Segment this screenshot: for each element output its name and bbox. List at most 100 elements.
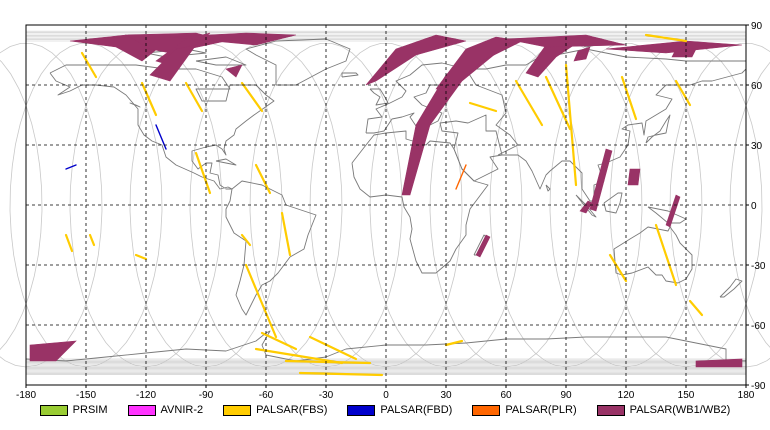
- legend-item-prism: PRSIM: [39, 404, 108, 416]
- coastline: [369, 88, 389, 106]
- fbs-swath: [280, 211, 292, 257]
- coastline: [195, 56, 247, 66]
- map-grid: [26, 25, 746, 385]
- legend-label: PALSAR(FBD): [380, 404, 453, 416]
- lon-tick-label: 0: [383, 390, 389, 400]
- fbs-swath: [140, 81, 158, 117]
- fbs-swath: [308, 335, 358, 361]
- coastline: [603, 192, 623, 214]
- fbs-swath: [298, 371, 384, 377]
- fbs-swath: [674, 79, 692, 107]
- orbit-track: [729, 61, 770, 348]
- wb-swath: [169, 32, 297, 46]
- lat-tick-label: -90: [751, 381, 766, 392]
- lat-tick-label: -30: [751, 261, 766, 272]
- legend-item-palsar-fbs: PALSAR(FBS): [223, 404, 327, 416]
- fbs-swath: [184, 81, 204, 113]
- fbs-swath: [64, 233, 74, 253]
- fbs-swath: [88, 233, 96, 247]
- lat-tick-labels: 90 60 30 0 -30 -60 -90: [746, 21, 766, 392]
- coastline: [225, 180, 317, 316]
- legend-item-palsar-fbd: PALSAR(FBD): [347, 404, 452, 416]
- plr-swath: [455, 164, 467, 190]
- fbs-swath: [644, 33, 688, 43]
- wb-swath: [605, 40, 743, 54]
- lat-tick-label: 90: [751, 21, 763, 32]
- legend-swatch: [39, 404, 68, 416]
- fbs-swath: [608, 253, 628, 283]
- lon-tick-label: -30: [319, 390, 334, 400]
- fbs-swath: [240, 233, 252, 247]
- coastline: [129, 102, 141, 108]
- coastline: [465, 48, 747, 202]
- lon-tick-label: -90: [199, 390, 214, 400]
- wb-swath: [579, 200, 593, 214]
- fbs-swath: [544, 75, 572, 131]
- legend-swatch: [347, 404, 376, 416]
- lon-tick-label: -120: [136, 390, 156, 400]
- fbs-swath: [80, 51, 98, 79]
- coastline: [719, 278, 743, 298]
- fbs-swath: [254, 347, 344, 365]
- wb-swath: [475, 234, 491, 258]
- wb-swath: [225, 64, 243, 78]
- lon-tick-label: 120: [618, 390, 635, 400]
- legend-label: PALSAR(PLR): [505, 404, 577, 416]
- wb-swath: [589, 148, 613, 212]
- legend-label: PALSAR(FBS): [256, 404, 328, 416]
- wb-swath: [525, 36, 587, 78]
- legend-label: PALSAR(WB1/WB2): [629, 404, 731, 416]
- fbs-swath: [134, 253, 148, 261]
- coastline: [341, 72, 359, 78]
- legend-item-palsar-wb: PALSAR(WB1/WB2): [596, 404, 731, 416]
- wb-swath: [365, 34, 467, 86]
- coastline: [613, 226, 693, 284]
- coastline: [439, 114, 503, 182]
- legend-swatch: [472, 404, 501, 416]
- lon-tick-label: 180: [738, 390, 755, 400]
- coastline: [545, 184, 551, 192]
- fbs-swath: [620, 75, 638, 121]
- legend-swatch: [596, 404, 625, 416]
- lon-tick-label: 30: [440, 390, 452, 400]
- lon-tick-label: -60: [259, 390, 274, 400]
- lat-tick-label: -60: [751, 321, 766, 332]
- wb-swath: [671, 48, 697, 58]
- fbs-swath: [654, 223, 678, 287]
- coastline: [645, 114, 671, 144]
- lon-tick-label: -180: [16, 390, 36, 400]
- fbs-swath: [688, 299, 704, 317]
- coverage-swaths: [29, 32, 743, 377]
- fbs-swath: [244, 263, 278, 339]
- lon-tick-label: 150: [678, 390, 695, 400]
- lon-tick-labels: -180 -150 -120 -90 -60 -30 0 30 60 90 120 150 180: [16, 385, 755, 400]
- legend-label: PRSIM: [72, 404, 108, 416]
- lon-tick-label: 60: [500, 390, 512, 400]
- lat-tick-label: 60: [751, 81, 763, 92]
- fbs-swath: [468, 101, 498, 113]
- fbs-swath: [284, 359, 372, 365]
- coastline: [215, 158, 237, 166]
- fbs-swath: [444, 339, 464, 347]
- coastline: [351, 130, 489, 274]
- legend-swatch: [127, 404, 156, 416]
- wb-swath: [573, 46, 591, 62]
- coastline: [365, 62, 467, 134]
- legend-item-palsar-plr: PALSAR(PLR): [472, 404, 577, 416]
- fbd-swath: [65, 164, 77, 170]
- fbs-swath: [514, 79, 544, 127]
- lon-tick-label: -150: [76, 390, 96, 400]
- coastline: [647, 206, 687, 224]
- orbit-track: [0, 59, 43, 351]
- lat-tick-label: 30: [751, 141, 763, 152]
- coverage-map: -180 -150 -120 -90 -60 -30 0 30 60 90 120 150 180 90…: [0, 21, 770, 400]
- wb-swath: [627, 168, 641, 186]
- legend-swatch: [223, 404, 252, 416]
- legend: PRSIM AVNIR-2 PALSAR(FBS) PALSAR(FBD) PA…: [0, 400, 770, 420]
- coastline: [49, 64, 275, 190]
- wb-swath: [29, 340, 77, 362]
- fbs-swath: [194, 151, 212, 195]
- legend-item-avnir2: AVNIR-2: [127, 404, 203, 416]
- fbs-swath: [254, 163, 272, 195]
